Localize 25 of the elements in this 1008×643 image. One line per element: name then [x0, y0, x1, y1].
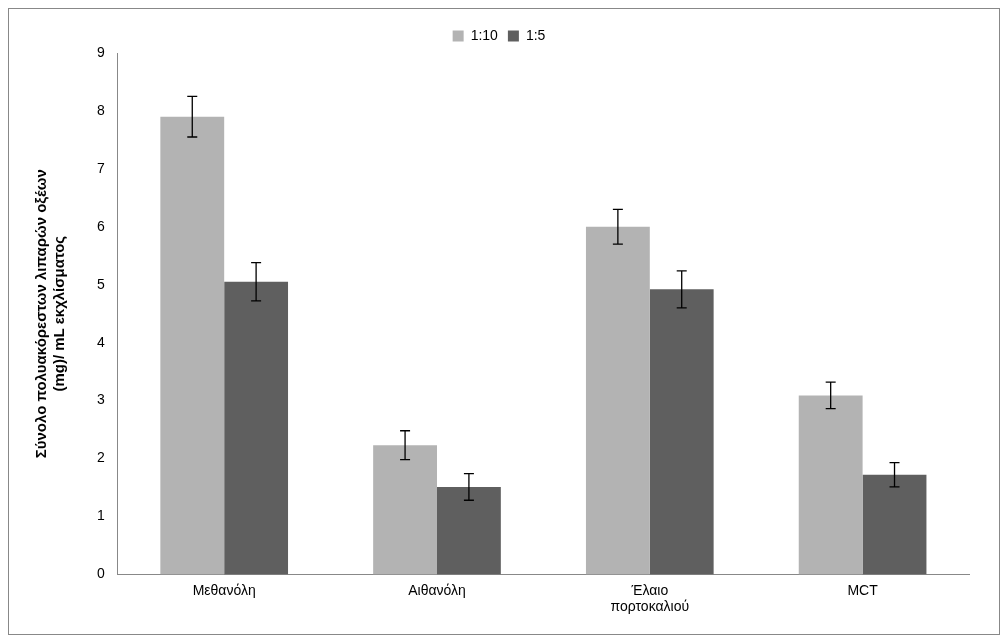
legend-label: 1:10: [470, 26, 499, 43]
y-tick-label: 6: [96, 217, 105, 234]
y-tick-label: 1: [96, 507, 105, 524]
x-tick-label: Αιθανόλη: [408, 581, 466, 598]
bar: [160, 116, 225, 575]
bar: [224, 281, 289, 575]
y-tick-label: 2: [96, 449, 105, 466]
y-axis-title: Σύνολο πολυακόρεστων λιπαρών οξέων (mg)/ mL εκχλίσματος: [32, 169, 68, 459]
bar: [798, 395, 863, 575]
y-tick-label: 4: [96, 333, 105, 350]
y-tick-label: 3: [96, 391, 105, 408]
x-tick-label: Μεθανόλη: [192, 581, 256, 598]
y-tick-label: 5: [96, 275, 105, 292]
x-tick-label: Έλαιο πορτοκαλιού: [610, 581, 690, 615]
bar: [649, 289, 714, 575]
y-tick-label: 9: [96, 43, 105, 60]
bar: [373, 445, 437, 575]
bar: [862, 474, 927, 575]
x-tick-label: MCT: [847, 581, 879, 598]
y-tick-label: 7: [96, 159, 105, 176]
y-tick-label: 8: [96, 101, 105, 118]
bar: [436, 486, 501, 575]
y-tick-label: 0: [96, 565, 105, 582]
bar: [585, 226, 650, 575]
legend-label: 1:5: [525, 26, 546, 43]
